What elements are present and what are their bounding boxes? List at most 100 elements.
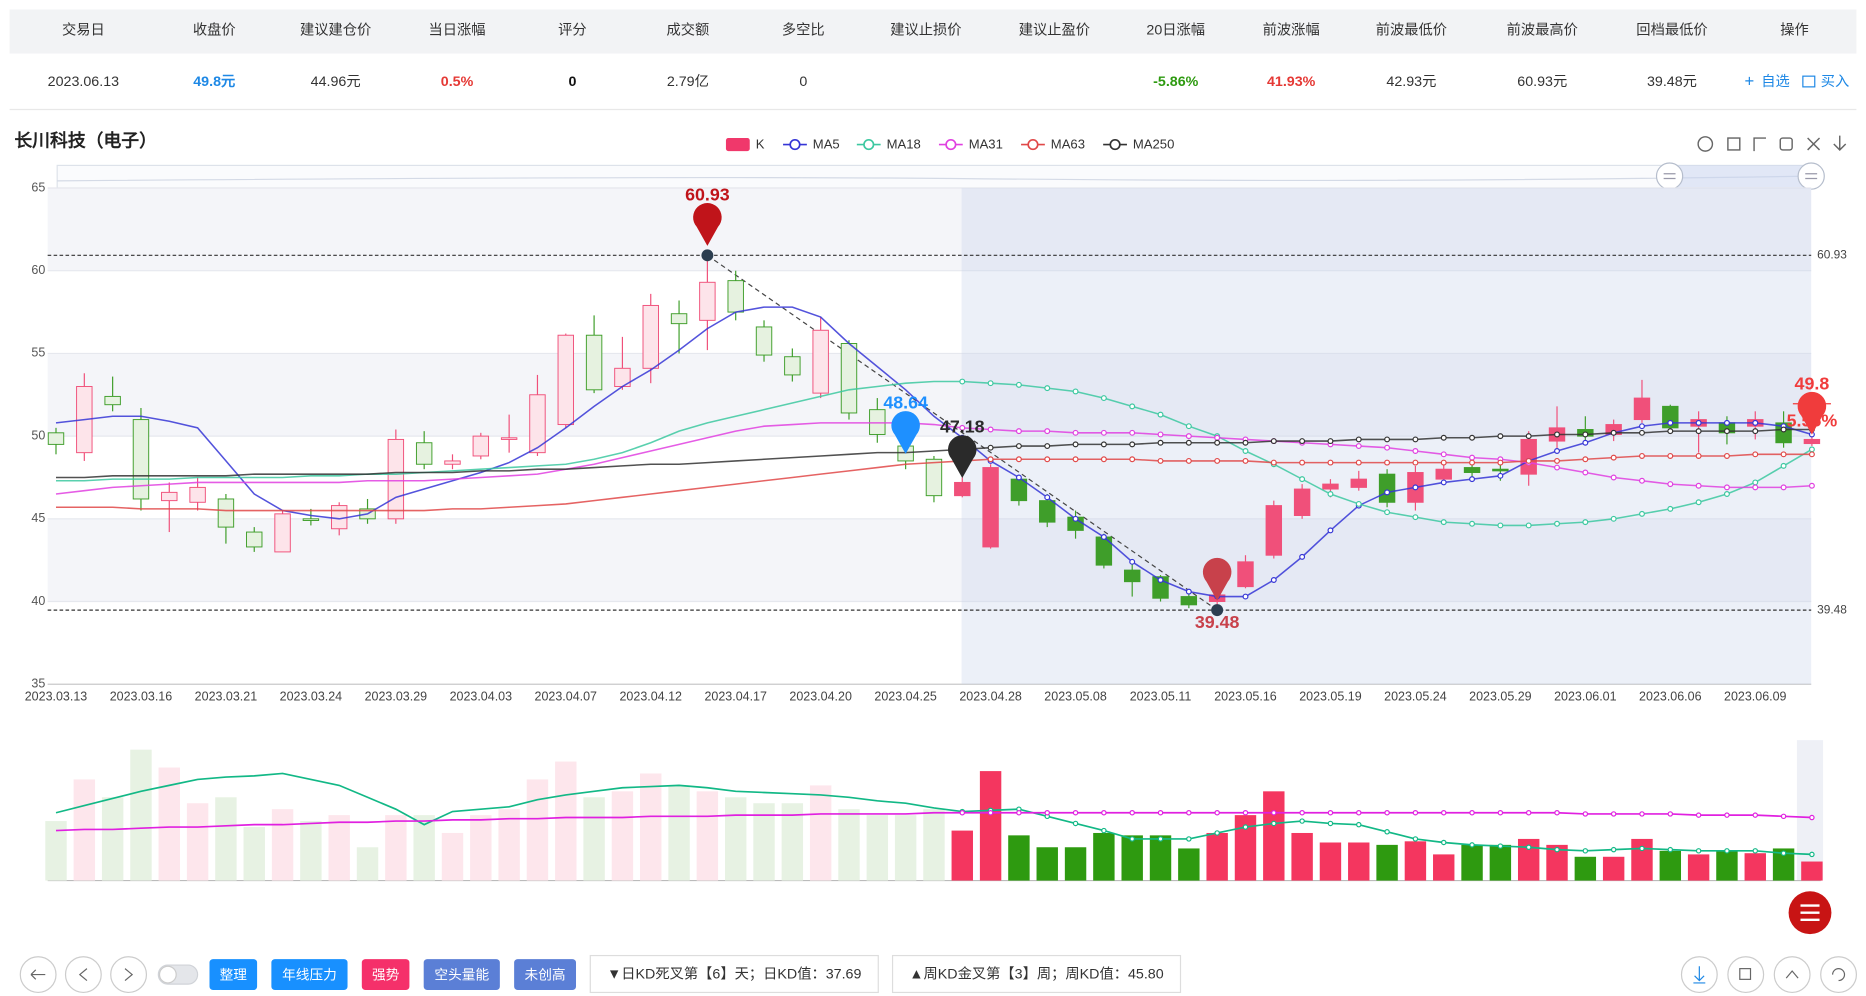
brush-icon[interactable] <box>1807 137 1821 151</box>
ma-dot <box>1554 448 1560 454</box>
candle-body <box>642 304 659 369</box>
ma-dot <box>1185 433 1192 440</box>
ma-dot <box>1469 476 1476 483</box>
ma-dot <box>1157 411 1164 418</box>
legend-label: MA63 <box>1051 137 1085 152</box>
volume-bar <box>696 791 719 881</box>
legend-item[interactable]: MA63 <box>1021 137 1085 152</box>
cell: 60.93元 <box>1517 74 1567 90</box>
ma-dot <box>1157 577 1164 583</box>
action-label: 买入 <box>1821 73 1850 90</box>
pin <box>891 411 920 454</box>
back-icon[interactable] <box>1753 137 1766 152</box>
ma-dot <box>1497 522 1504 529</box>
ma-dot <box>1469 520 1476 527</box>
volume-ma-dot <box>1299 810 1305 816</box>
ma-dot <box>1808 451 1815 458</box>
volume-bar <box>1631 838 1653 881</box>
ma-dot <box>1723 419 1730 426</box>
ma-dot <box>1185 439 1192 446</box>
volume-ma-dot <box>1242 810 1249 816</box>
volume-ma-dot <box>1384 810 1390 816</box>
restore-icon[interactable] <box>1779 137 1793 151</box>
ma-dot <box>1695 499 1702 506</box>
plus-icon: + <box>1744 71 1754 90</box>
ma-dot <box>1469 434 1476 441</box>
x-tick-label: 2023.03.16 <box>110 690 173 704</box>
volume-bar <box>951 830 973 881</box>
legend-swatch <box>1027 138 1039 151</box>
tag-button[interactable]: 未创高 <box>514 959 577 991</box>
ma-dot <box>1327 491 1334 497</box>
column-header: 前波最高价 <box>1507 22 1578 39</box>
ma-dot <box>1214 439 1221 446</box>
ma-dot <box>1384 444 1391 451</box>
refresh-button[interactable] <box>1820 956 1858 994</box>
ma-dot <box>1440 434 1447 441</box>
legend-item[interactable]: MA18 <box>856 137 921 152</box>
ma-dot <box>1015 381 1022 388</box>
volume-ma-dot <box>1780 850 1787 856</box>
zoom-handle[interactable] <box>1655 162 1684 190</box>
nav-first[interactable] <box>19 956 57 994</box>
volume-bar <box>1064 847 1087 881</box>
ma-dot <box>1582 456 1589 463</box>
top-button[interactable] <box>1773 956 1811 994</box>
ma-dot <box>1723 484 1730 491</box>
candle-body <box>1463 467 1481 473</box>
action-buy[interactable]: 买入 <box>1802 73 1850 90</box>
save-icon[interactable] <box>1833 135 1847 151</box>
ma-dot <box>1723 491 1730 497</box>
tag-bg <box>271 959 348 991</box>
ma-dot <box>1015 443 1022 450</box>
ma-dot <box>1412 484 1419 491</box>
tag-button[interactable]: 整理 <box>209 959 258 991</box>
volume-ma-dot <box>1440 810 1447 816</box>
menu-button[interactable] <box>1788 891 1832 935</box>
copy-button[interactable] <box>1727 956 1765 994</box>
volume-bar <box>1149 835 1172 881</box>
download-button[interactable] <box>1680 956 1718 994</box>
refresh-icon[interactable] <box>1697 136 1714 152</box>
ma-dot <box>1157 457 1164 464</box>
tag-button[interactable]: 空头量能 <box>423 959 500 991</box>
volume-ma-dot <box>987 810 994 816</box>
candle-body <box>869 409 886 435</box>
volume-ma-dot <box>1384 829 1390 835</box>
data-zoom[interactable] <box>56 164 1812 189</box>
ma-dot <box>1554 520 1560 527</box>
zoom-preview <box>57 175 1812 182</box>
ma-dot <box>1582 469 1589 476</box>
column-header: 多空比 <box>782 22 825 39</box>
volume-bar <box>271 809 294 881</box>
nav-prev[interactable] <box>64 956 102 994</box>
legend-item[interactable]: MA250 <box>1103 137 1174 152</box>
zoom-icon[interactable] <box>1727 137 1741 151</box>
legend-item[interactable]: K <box>725 137 765 152</box>
pin-label: 39.48 <box>1195 612 1240 632</box>
y-tick-label: 35 <box>31 677 45 691</box>
legend-swatch <box>1109 138 1121 151</box>
legend-label: MA18 <box>887 137 921 152</box>
volume-bar <box>1319 842 1342 881</box>
candle-body <box>472 435 490 457</box>
tag-button[interactable]: 年线压力 <box>271 959 348 991</box>
zoom-handle[interactable] <box>1797 162 1825 190</box>
legend-item[interactable]: MA5 <box>783 137 840 152</box>
candle-body <box>1010 478 1028 502</box>
volume-bar <box>640 773 662 881</box>
ma-dot <box>1299 438 1306 445</box>
ma-dot <box>1270 577 1277 583</box>
zoom-window[interactable] <box>1669 165 1812 189</box>
action-add[interactable]: + 自选 <box>1744 71 1789 90</box>
legend-item[interactable]: MA31 <box>938 137 1003 152</box>
volume-bar <box>668 785 690 881</box>
tag-bg <box>361 959 410 991</box>
ma-dot <box>1100 534 1107 540</box>
volume-ma-dot <box>1157 810 1164 816</box>
nav-next[interactable] <box>110 956 148 994</box>
candle-body <box>302 518 320 521</box>
grid-band <box>47 353 1812 437</box>
tag-button[interactable]: 强势 <box>361 959 410 991</box>
ma-dot <box>1299 459 1306 466</box>
